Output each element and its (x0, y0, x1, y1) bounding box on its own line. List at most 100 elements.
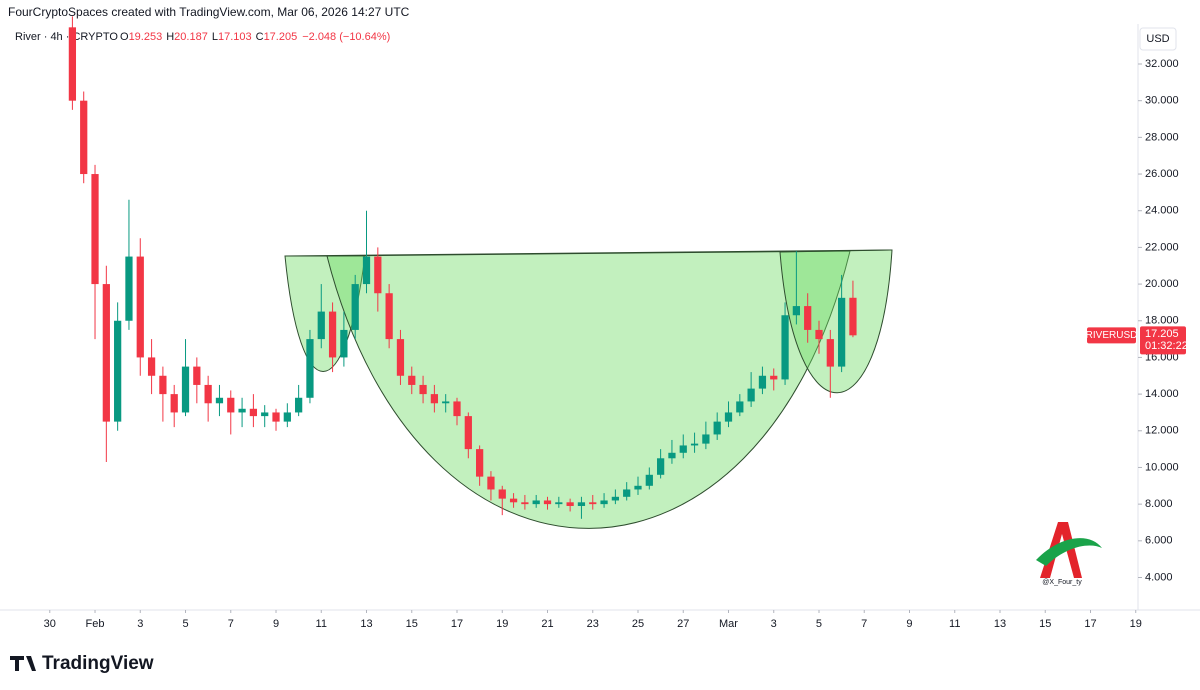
x-tick-label: Mar (719, 618, 738, 630)
footer-logo: TradingView (10, 653, 154, 674)
x-tick-label: 7 (228, 618, 234, 630)
candle-body (781, 315, 789, 380)
candle-body (713, 421, 721, 435)
x-tick-label: 19 (1130, 618, 1142, 630)
candle-body (170, 394, 178, 413)
x-tick-label: 15 (406, 618, 418, 630)
candle-body (295, 397, 303, 413)
y-tick-label: 24.000 (1145, 205, 1179, 217)
y-tick-label: 28.000 (1145, 131, 1179, 143)
candle-body (385, 293, 393, 340)
candle-body (645, 474, 653, 486)
countdown: 01:32:22 (1145, 340, 1188, 352)
candle-body (227, 397, 235, 413)
y-tick-label: 20.000 (1145, 278, 1179, 290)
candle-body (611, 496, 619, 501)
ticker-box (1087, 327, 1136, 344)
y-tick-label: 14.000 (1145, 388, 1179, 400)
candle-body (521, 502, 529, 505)
candle-body (272, 412, 280, 422)
x-tick-label: Feb (86, 618, 105, 630)
x-tick-label: 11 (949, 618, 960, 630)
y-tick-label: 26.000 (1145, 168, 1179, 180)
candle-body (668, 452, 676, 459)
y-tick-label: 8.000 (1145, 498, 1173, 510)
legend-key: C (256, 31, 264, 43)
footer: TradingView (42, 653, 154, 674)
x-tick-label: 9 (906, 618, 912, 630)
candle-body (340, 329, 348, 358)
candle-body (68, 27, 77, 101)
x-tick-label: 3 (137, 618, 143, 630)
candle-body (487, 476, 495, 490)
x-tick-label: 30 (44, 618, 56, 630)
candle-body (374, 256, 382, 294)
candle-body (623, 489, 631, 497)
x-tick-label: 19 (496, 618, 508, 630)
candle-body (702, 434, 710, 444)
candle-body (396, 339, 405, 376)
x-tick-label: 13 (994, 618, 1006, 630)
candle-body (261, 412, 269, 417)
candle-body (317, 311, 325, 340)
candle-body (453, 401, 461, 417)
candle-body (283, 412, 291, 422)
candle-body (804, 306, 812, 330)
candle-body (215, 397, 224, 404)
header: FourCryptoSpaces created with TradingVie… (8, 5, 410, 19)
candle-body (690, 443, 699, 446)
y-tick-label: 10.000 (1145, 461, 1179, 473)
legend-values: O19.253 H20.187 L17.103 C17.205 −2.048 (−10.… (120, 31, 390, 43)
x-tick-label: 9 (273, 618, 279, 630)
price-box (1140, 326, 1186, 355)
y-tick-label: 18.000 (1145, 315, 1179, 327)
candle-body (464, 416, 472, 450)
legend-value: 17.103 (218, 31, 252, 43)
watermark-logo: @X_Four_ty (1036, 522, 1102, 586)
currency[interactable]: USD (1146, 33, 1169, 45)
x-tick-label: 5 (182, 618, 188, 630)
legend-value: 19.253 (129, 31, 163, 43)
legend-key: H (166, 31, 174, 43)
candle-body (102, 284, 110, 422)
candle-body (430, 394, 439, 404)
y-tick-label: 22.000 (1145, 241, 1179, 253)
currency-box[interactable] (1139, 27, 1177, 51)
candle-body (543, 500, 552, 505)
y-tick-label: 6.000 (1145, 535, 1173, 547)
y-tick-label: 16.000 (1145, 351, 1179, 363)
candle-body (419, 384, 427, 395)
candle-body (634, 485, 642, 490)
candle-body (770, 375, 778, 380)
candle-body (724, 412, 733, 422)
candle-body (589, 502, 597, 505)
x-tick-label: 3 (771, 618, 777, 630)
y-tick-label: 4.000 (1145, 571, 1173, 583)
candle-body (114, 320, 122, 422)
legend-value: 17.205 (264, 31, 298, 43)
candle-body (657, 458, 665, 475)
candle-body (532, 500, 540, 505)
legend-value: 20.187 (174, 31, 208, 43)
candle-body (136, 256, 144, 358)
x-tick-label: 25 (632, 618, 644, 630)
candle-body (679, 445, 687, 453)
candle-body (181, 366, 190, 413)
candle-body (147, 357, 156, 376)
candle-body (509, 498, 518, 503)
candle-body (125, 256, 133, 321)
candle-body (193, 366, 201, 385)
candle-body (91, 174, 99, 285)
candle-body (80, 100, 88, 175)
candle-body (736, 401, 744, 413)
candle-body (362, 256, 371, 285)
legend: River · 4h · CRYPTO O19.253 H20.187 L17.10… (15, 31, 390, 43)
cup (326, 250, 851, 529)
candle-body (838, 297, 846, 367)
y-tick-label: 32.000 (1145, 58, 1179, 70)
candle-body (826, 339, 834, 367)
legend-symbol: River · 4h · CRYPTO (15, 31, 118, 43)
candle-body (555, 502, 563, 505)
